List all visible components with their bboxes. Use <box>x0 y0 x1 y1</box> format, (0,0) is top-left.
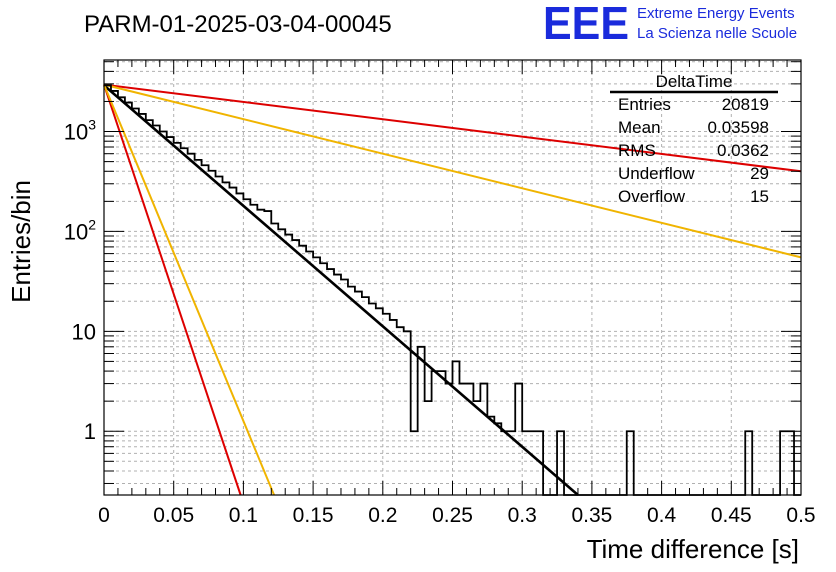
stats-value: 0.0362 <box>717 141 769 160</box>
logo-line-1: Extreme Energy Events <box>637 5 795 22</box>
y-tick-exponent: 3 <box>88 117 96 133</box>
fit-curve <box>103 84 242 496</box>
fit-curve <box>103 84 579 496</box>
x-tick-label: 0.2 <box>368 504 397 527</box>
grid <box>104 60 801 495</box>
y-tick-base: 10 <box>64 120 88 145</box>
y-tick-label: 103 <box>64 117 96 145</box>
y-axis-label: Entries/bin <box>6 180 36 303</box>
eee-logo: EEE <box>543 0 629 49</box>
stats-label: RMS <box>618 141 656 160</box>
x-tick-label: 0.15 <box>293 504 334 527</box>
x-tick-label: 0 <box>98 504 110 527</box>
stats-value: 15 <box>750 187 769 206</box>
fit-curve <box>103 84 275 496</box>
logo-line-2: La Scienza nelle Scuole <box>637 25 797 42</box>
x-tick-label: 0.5 <box>786 504 815 527</box>
y-tick-base: 10 <box>64 219 88 244</box>
run-title: PARM-01-2025-03-04-00045 <box>84 11 392 38</box>
x-tick-label: 0.1 <box>229 504 258 527</box>
y-tick-label: 1 <box>84 419 96 444</box>
x-tick-label: 0.05 <box>153 504 194 527</box>
fit-curve <box>103 83 802 173</box>
x-tick-label: 0.3 <box>508 504 537 527</box>
y-tick-label: 102 <box>64 216 96 244</box>
x-tick-label: 0.25 <box>432 504 473 527</box>
fit-curves <box>103 83 802 496</box>
y-tick-exponent: 2 <box>88 216 96 232</box>
stats-label: Mean <box>618 118 661 137</box>
axis-ticks: 0 0.05 0.1 0.15 0.2 0.25 0.3 0.35 0.4 0.45 0.51031… <box>64 60 816 527</box>
stats-box: DeltaTime Entries 20819 Mean 0.03598 RMS… <box>610 72 778 206</box>
stats-value: 29 <box>750 164 769 183</box>
stats-label: Overflow <box>618 187 686 206</box>
plot-frame <box>103 59 802 496</box>
fit-curve <box>103 83 802 259</box>
stats-title: DeltaTime <box>656 72 733 91</box>
x-tick-label: 0.4 <box>647 504 677 527</box>
stats-value: 20819 <box>722 95 769 114</box>
stats-label: Entries <box>618 95 671 114</box>
x-tick-label: 0.35 <box>571 504 612 527</box>
x-axis-label: Time difference [s] <box>587 534 799 564</box>
stats-label: Underflow <box>618 164 695 183</box>
x-tick-label: 0.45 <box>711 504 752 527</box>
stats-value: 0.03598 <box>708 118 769 137</box>
y-tick-label: 10 <box>72 319 96 344</box>
